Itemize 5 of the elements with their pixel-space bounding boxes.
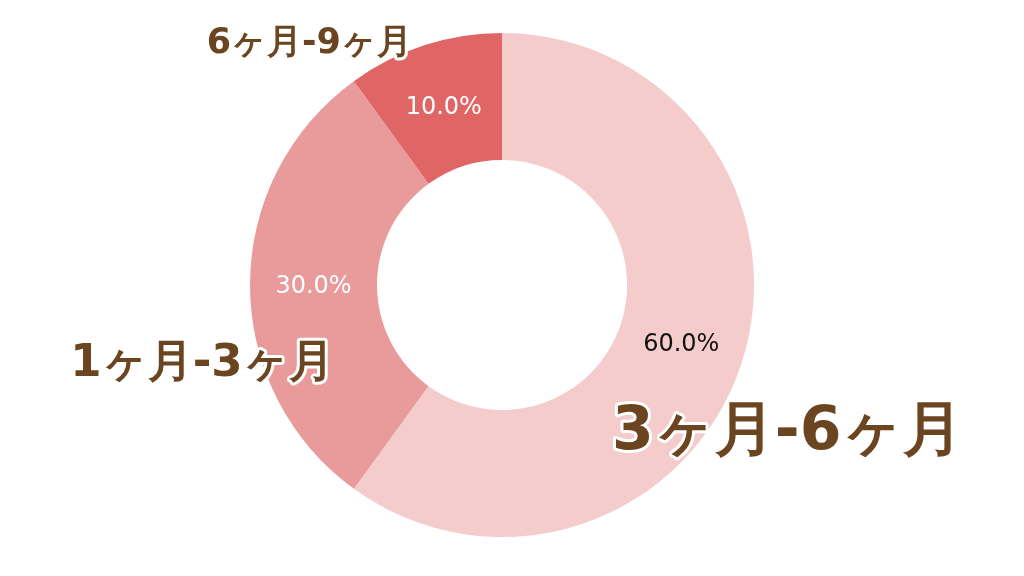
slice-label: 6ヶ月-9ヶ月 [206,20,412,61]
slice-label: 3ヶ月-6ヶ月 [612,392,963,463]
data-label: 10.0% [405,91,482,120]
data-label: 60.0% [643,329,720,358]
data-label: 30.0% [275,271,352,299]
